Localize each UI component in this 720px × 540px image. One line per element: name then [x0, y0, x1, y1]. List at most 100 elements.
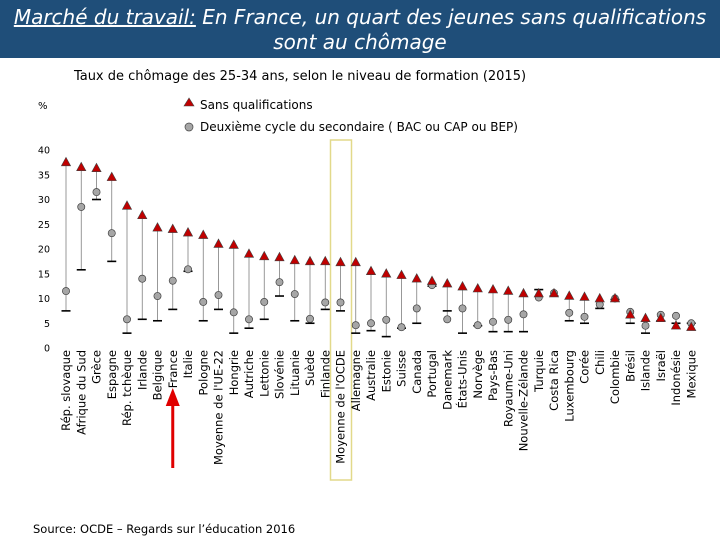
bac-marker-lituanie: [290, 290, 299, 298]
x-tick-label-rep-tcheque: Rép. tchèque: [120, 350, 134, 426]
no-qualification-marker-italie: [182, 227, 194, 237]
no-qualification-marker-canada: [411, 273, 422, 283]
x-tick-label-estonie: Estonie: [379, 350, 393, 392]
title-line2: sont au chômage: [273, 30, 447, 54]
x-tick-label-norvege: Norvège: [471, 350, 485, 399]
x-tick-label-coree: Corée: [578, 350, 592, 384]
x-tick-label-etats-unis: États-Unis: [455, 350, 470, 408]
x-tick-label-israel: Israël: [654, 350, 668, 381]
y-tick-label: 25: [38, 220, 50, 231]
x-tick-label-royaume-uni: Royaume-Uni: [501, 350, 515, 427]
no-qualification-marker-danemark: [442, 278, 453, 288]
x-tick-label-colombie: Colombie: [608, 350, 622, 404]
x-tick-label-mexique: Mexique: [684, 350, 698, 398]
x-axis-labels: Rép. slovaque Afrique du Sud Grèce Espagne R…: [59, 350, 698, 465]
x-tick-label-islande: Islande: [639, 350, 653, 391]
no-qualification-marker-pologne: [198, 229, 209, 239]
no-qualification-marker-pays-bas: [487, 283, 499, 294]
bac-marker-pays-bas: [489, 317, 497, 326]
x-tick-label-rep-slovaque: Rép. slovaque: [59, 350, 73, 431]
y-tick-label: 10: [38, 294, 50, 305]
france-arrow-head: [165, 388, 180, 406]
no-qualification-marker-afrique-du-sud: [76, 161, 87, 172]
no-qualification-marker-suede: [304, 255, 316, 266]
x-tick-label-indonesie: Indonésie: [669, 350, 683, 406]
no-qualification-marker-belgique: [152, 222, 163, 232]
no-qualification-marker-chili: [594, 292, 605, 303]
x-tick-label-afrique-du-sud: Afrique du Sud: [74, 350, 88, 435]
bac-marker-moyenne-de-l-ue-22: [214, 291, 223, 299]
no-qualification-marker-finlande: [320, 255, 331, 266]
x-tick-label-moyenne-de-l-ocde: Moyenne de l'OCDE: [334, 350, 348, 464]
no-qualification-marker-allemagne: [350, 256, 361, 267]
bac-marker-france: [168, 276, 177, 285]
no-qualification-marker-moyenne-de-l-ocde: [335, 256, 346, 267]
x-tick-label-nouvelle-zelande: Nouvelle-Zélande: [517, 350, 531, 451]
x-tick-label-moyenne-de-l-ue-22: Moyenne de l'UE-22: [212, 350, 226, 465]
bac-marker-etats-unis: [458, 304, 467, 313]
bac-marker-afrique-du-sud: [77, 202, 86, 211]
no-qualification-marker-hongrie: [228, 239, 239, 249]
chart-title: Taux de chômage des 25-34 ans, selon le …: [73, 69, 526, 84]
x-tick-label-grece: Grèce: [90, 350, 104, 384]
france-arrow: [165, 388, 180, 468]
oecd-average-highlight: [329, 139, 353, 481]
bac-marker-canada: [412, 304, 421, 313]
legend-triangle-icon: [183, 97, 195, 107]
no-qualification-marker-coree: [579, 291, 590, 301]
source-note: Source: OCDE – Regards sur l’éducation 2…: [33, 522, 296, 536]
x-tick-label-pologne: Pologne: [196, 350, 210, 395]
no-qualification-marker-espagne: [106, 171, 117, 181]
no-qualification-marker-mexique: [686, 321, 697, 331]
x-tick-label-portugal: Portugal: [425, 350, 439, 398]
bac-marker-islande: [641, 321, 650, 330]
markers: [60, 156, 697, 338]
bac-marker-royaume-uni: [504, 315, 513, 324]
no-qualification-marker-rep-slovaque: [60, 156, 72, 167]
bac-marker-coree: [580, 312, 589, 321]
y-axis-label: %: [38, 101, 48, 112]
y-tick-label: 40: [38, 146, 50, 157]
no-qualification-marker-irlande: [137, 209, 148, 220]
bac-marker-espagne: [107, 229, 116, 238]
x-tick-label-france: France: [166, 350, 180, 388]
no-qualification-marker-costa-rica: [548, 287, 560, 298]
no-qualification-marker-lettonie: [259, 250, 270, 261]
bac-marker-lettonie: [260, 298, 269, 306]
no-qualification-marker-australie: [365, 265, 377, 275]
bac-marker-allemagne: [351, 321, 360, 330]
bac-marker-indonesie: [672, 311, 680, 320]
no-qualification-marker-colombie: [609, 292, 621, 303]
no-qualification-marker-rep-tcheque: [121, 200, 133, 210]
x-tick-label-bresil: Brésil: [623, 350, 637, 382]
bac-marker-nouvelle-zelande: [519, 310, 528, 319]
title-underlined: Marché du travail:: [13, 5, 196, 29]
range-lines: [65, 162, 692, 337]
y-tick-label: 0: [44, 344, 50, 355]
x-tick-label-belgique: Belgique: [151, 350, 165, 400]
legend-circle-icon: [184, 122, 194, 132]
no-qualification-marker-nouvelle-zelande: [518, 287, 529, 298]
no-qualification-marker-indonesie: [670, 320, 682, 330]
no-qualification-marker-autriche: [243, 248, 255, 258]
x-tick-label-chili: Chili: [593, 350, 607, 375]
x-tick-label-australie: Australie: [364, 350, 378, 401]
title-rest: En France, un quart des jeunes sans qual…: [195, 5, 707, 29]
x-tick-label-espagne: Espagne: [105, 350, 119, 399]
x-tick-label-canada: Canada: [410, 350, 424, 394]
x-tick-label-luxembourg: Luxembourg: [562, 350, 576, 422]
y-axis: 0 5 10 15 20 25 30 35 40: [38, 146, 50, 355]
x-tick-label-lituanie: Lituanie: [288, 350, 302, 396]
x-tick-label-slovenie: Slovénie: [273, 350, 287, 399]
no-qualification-marker-lituanie: [289, 254, 300, 265]
no-qualification-marker-israel: [655, 312, 666, 323]
x-tick-label-italie: Italie: [181, 350, 195, 378]
no-qualification-marker-bresil: [625, 309, 636, 319]
bac-marker-finlande: [321, 298, 330, 307]
x-tick-label-turquie: Turquie: [532, 350, 546, 393]
title-bar: Marché du travail: En France, un quart d…: [0, 0, 720, 58]
bac-marker-hongrie: [229, 308, 238, 317]
x-tick-label-suisse: Suisse: [395, 350, 409, 387]
y-tick-label: 30: [38, 195, 50, 206]
no-qualification-marker-grece: [91, 162, 102, 173]
